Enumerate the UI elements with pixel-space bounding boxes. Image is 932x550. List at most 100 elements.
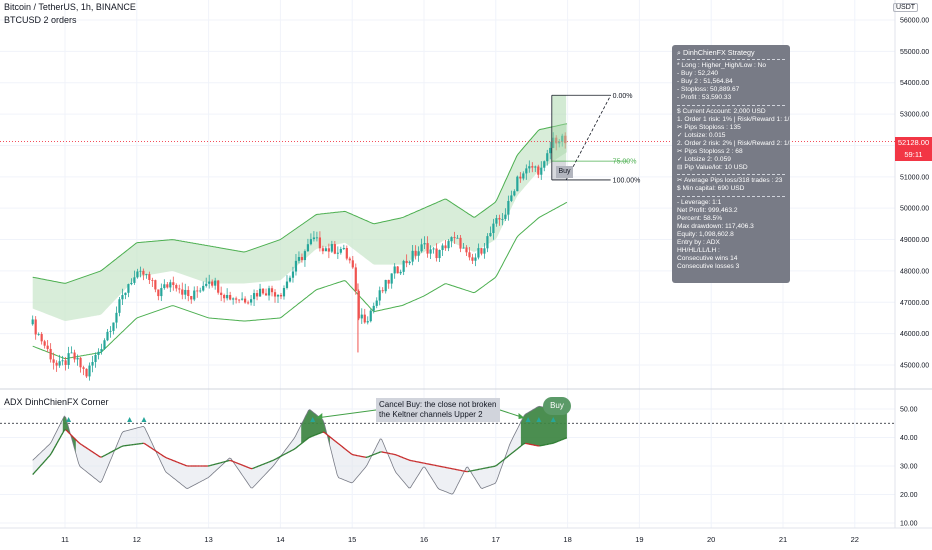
fib-profit-zone: [551, 95, 567, 162]
adx-line-segment: [405, 458, 408, 461]
adx-line-segment: [308, 436, 311, 439]
adx-line-segment: [165, 457, 168, 459]
adx-line-segment: [336, 442, 339, 445]
adx-line-segment: [183, 463, 186, 466]
time-tick-label: 22: [851, 535, 859, 544]
adx-line-segment: [65, 429, 68, 432]
adx-line-segment: [230, 459, 233, 462]
adx-line-segment: [398, 455, 401, 458]
candle-up: [106, 331, 109, 341]
candle-up: [133, 277, 136, 283]
adx-line-segment: [510, 452, 513, 455]
callout-arrow-left: [316, 409, 377, 419]
adx-line-segment: [107, 452, 110, 455]
adx-line-segment: [234, 461, 237, 464]
info-line: Percent: 58.5%: [677, 214, 723, 222]
candle-down: [40, 334, 43, 342]
info-line: - Leverage: 1:1: [677, 198, 722, 206]
candle-down: [235, 298, 238, 300]
adx-line-segment: [519, 445, 522, 448]
candle-up: [124, 292, 127, 296]
adx-line-segment: [35, 469, 38, 472]
adx-line-segment: [563, 437, 566, 440]
info-line: - Stoploss: 50,889.67: [677, 86, 740, 94]
candle-up: [336, 252, 339, 254]
adx-line-segment: [267, 461, 270, 463]
adx-line-segment: [49, 452, 52, 456]
adx-line-segment: [68, 432, 71, 435]
candle-up: [288, 277, 292, 282]
adx-line-segment: [259, 464, 262, 467]
adx-line-segment: [145, 444, 148, 447]
candle-up: [118, 299, 121, 313]
candle-up: [477, 248, 480, 258]
keltner-lower-line: [32, 201, 568, 360]
candle-up: [501, 218, 504, 220]
price-tick-label: 55000.00: [900, 49, 929, 56]
adx-strong-zone: [301, 409, 330, 446]
divider: [677, 104, 785, 106]
adx-line-segment: [266, 461, 269, 464]
candle-down: [154, 280, 157, 290]
adx-line-segment: [78, 441, 81, 445]
adx-line-segment: [280, 454, 283, 457]
fib-label-mid: 75.00%: [613, 159, 637, 166]
candle-up: [423, 243, 426, 245]
adx-line-segment: [233, 461, 236, 463]
adx-line-segment: [247, 466, 250, 469]
adx-line-segment: [161, 454, 164, 457]
candle-down: [261, 288, 265, 294]
arrow-head: [518, 413, 525, 419]
candle-up: [291, 271, 295, 278]
candle-down: [357, 290, 360, 319]
candle-down: [43, 341, 46, 346]
adx-line-segment: [66, 430, 70, 433]
adx-line-segment: [315, 433, 318, 436]
adx-line-segment: [332, 438, 335, 441]
candle-up: [417, 251, 420, 256]
candle-down: [178, 288, 181, 290]
adx-line-segment: [86, 447, 90, 450]
adx-line-segment: [33, 470, 37, 474]
candle-up: [474, 257, 477, 261]
adx-line-segment: [171, 459, 174, 462]
adx-strong-zone: [520, 406, 567, 447]
adx-line-segment: [368, 455, 371, 458]
adx-line-segment: [521, 443, 525, 446]
adx-line-segment: [297, 444, 301, 447]
adx-line-segment: [69, 433, 72, 436]
adx-line-segment: [329, 436, 332, 439]
candle-up: [67, 353, 70, 365]
candle-up: [282, 287, 286, 297]
adx-line-segment: [507, 454, 510, 457]
adx-line-segment: [553, 441, 556, 444]
price-tick-label: 50000.00: [900, 206, 929, 213]
adx-line-segment: [500, 460, 503, 463]
candle-up: [432, 248, 435, 250]
candle-up: [540, 167, 543, 175]
adx-line-segment: [497, 462, 500, 465]
adx-line-segment: [348, 451, 351, 454]
candle-up: [456, 237, 459, 239]
adx-line-segment: [339, 444, 342, 447]
candle-down: [223, 295, 226, 299]
candle-up: [214, 280, 217, 286]
time-tick-label: 20: [707, 535, 715, 544]
time-tick-label: 15: [348, 535, 356, 544]
candle-up: [312, 237, 316, 240]
adx-line-segment: [154, 449, 157, 452]
adx-line-segment: [256, 465, 259, 468]
candle-down: [363, 314, 366, 323]
adx-line-segment: [503, 458, 506, 461]
adx-line-segment: [60, 432, 64, 436]
currency-badge[interactable]: USDT: [893, 3, 919, 12]
candle-down: [318, 237, 321, 249]
adx-line-segment: [111, 450, 114, 453]
adx-line-segment: [346, 450, 350, 453]
adx-line-segment: [239, 463, 242, 466]
candle-down: [453, 237, 456, 239]
candle-up: [369, 310, 372, 322]
candle-down: [52, 359, 55, 363]
adx-line-segment: [262, 463, 265, 466]
